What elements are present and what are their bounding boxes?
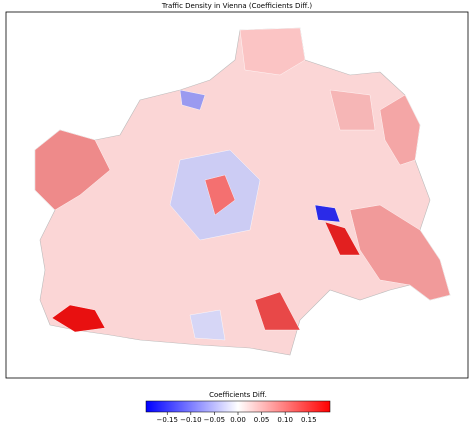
colorbar-tick-label: −0.05 [204, 416, 225, 424]
map-frame [5, 11, 469, 379]
colorbar-tick-label: 0.15 [301, 416, 317, 424]
region [324, 221, 361, 256]
colorbar-label: Coefficients Diff. [209, 391, 267, 399]
colorbar-tick-label: 0.10 [277, 416, 293, 424]
region [329, 89, 376, 131]
region [379, 94, 421, 166]
region [189, 309, 226, 341]
region [179, 89, 206, 111]
colorbar-tick-label: 0.00 [230, 416, 246, 424]
chart-title: Traffic Density in Vienna (Coefficients … [161, 2, 312, 10]
region [254, 291, 301, 331]
region [239, 27, 306, 76]
colorbar-tick-label: 0.05 [254, 416, 270, 424]
region [34, 129, 111, 211]
region [204, 174, 236, 216]
region [314, 204, 341, 223]
colorbar-tick-label: −0.10 [180, 416, 201, 424]
colorbar [145, 400, 331, 413]
region [51, 304, 106, 333]
colorbar-tick-label: −0.15 [157, 416, 178, 424]
map [34, 27, 451, 356]
region [349, 204, 451, 301]
